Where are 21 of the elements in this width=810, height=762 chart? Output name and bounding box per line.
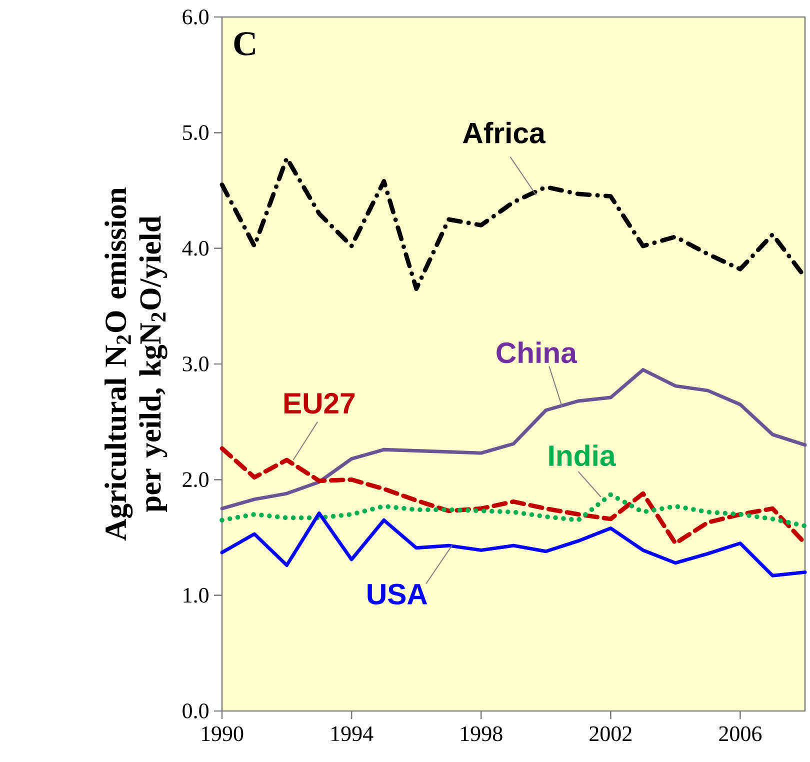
series-label: EU27	[284, 392, 355, 414]
x-tick-label: 1994	[331, 726, 374, 742]
x-tick-label: 2002	[590, 726, 632, 742]
series-label: India	[549, 444, 616, 466]
line-series	[220, 492, 808, 528]
y-tick-label: 4.0	[182, 240, 208, 256]
x-tick-label: 1998	[461, 726, 502, 742]
y-tick-label: 2.0	[182, 472, 208, 488]
x-tick-label: 2006	[719, 726, 762, 742]
y-tick-label: 5.0	[183, 125, 208, 140]
x-tick-label: 1990	[202, 726, 244, 742]
series-label: China	[496, 342, 578, 364]
y-tick-label: 3.0	[182, 356, 208, 372]
line-series	[220, 511, 807, 578]
line-series	[220, 368, 807, 510]
y-tick-label: 6.0	[182, 10, 208, 24]
annotation: C	[234, 32, 255, 56]
y-tick-label: 0.0	[182, 704, 208, 718]
series-label: Africa	[462, 122, 546, 144]
y-tick-label: 1.0	[184, 588, 208, 603]
series-label: USA	[368, 584, 428, 605]
